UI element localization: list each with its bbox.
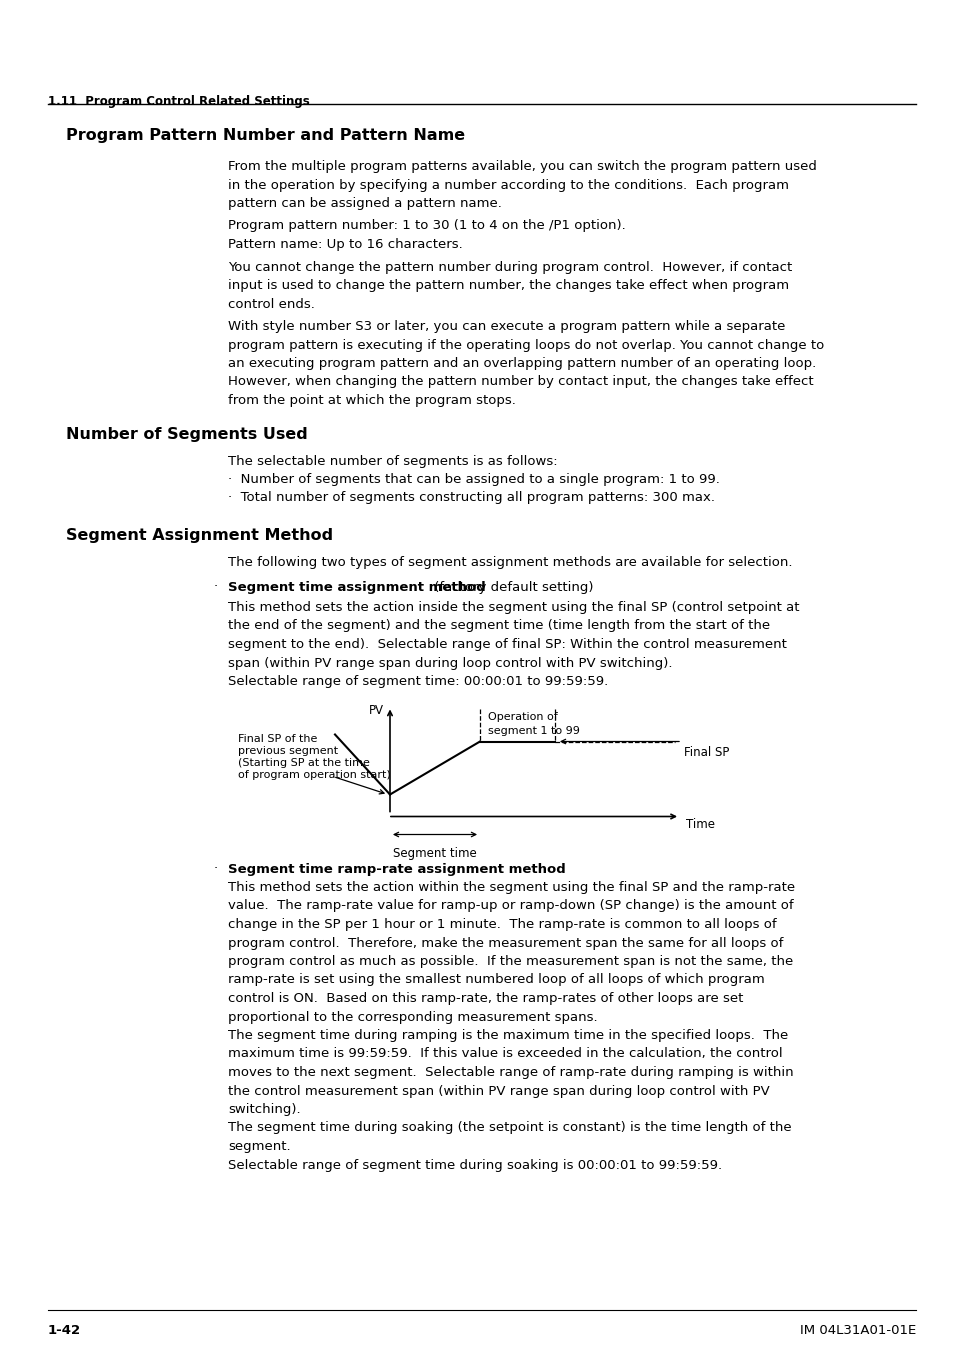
Text: previous segment: previous segment: [237, 747, 337, 757]
Text: pattern can be assigned a pattern name.: pattern can be assigned a pattern name.: [228, 197, 501, 209]
Text: program pattern is executing if the operating loops do not overlap. You cannot c: program pattern is executing if the oper…: [228, 339, 823, 351]
Text: Time: Time: [685, 819, 714, 831]
Text: You cannot change the pattern number during program control.  However, if contac: You cannot change the pattern number dur…: [228, 261, 791, 273]
Text: of program operation start): of program operation start): [237, 770, 391, 781]
Text: The selectable number of segments is as follows:: The selectable number of segments is as …: [228, 454, 558, 467]
Text: Segment Assignment Method: Segment Assignment Method: [66, 528, 333, 543]
Text: proportional to the corresponding measurement spans.: proportional to the corresponding measur…: [228, 1011, 597, 1024]
Text: 1.11  Program Control Related Settings: 1.11 Program Control Related Settings: [48, 95, 310, 108]
Text: in the operation by specifying a number according to the conditions.  Each progr: in the operation by specifying a number …: [228, 178, 788, 192]
Text: control ends.: control ends.: [228, 297, 314, 311]
Text: program control as much as possible.  If the measurement span is not the same, t: program control as much as possible. If …: [228, 955, 792, 969]
Text: The segment time during soaking (the setpoint is constant) is the time length of: The segment time during soaking (the set…: [228, 1121, 791, 1135]
Text: Segment time assignment method: Segment time assignment method: [228, 581, 485, 593]
Text: With style number S3 or later, you can execute a program pattern while a separat: With style number S3 or later, you can e…: [228, 320, 784, 332]
Text: Program Pattern Number and Pattern Name: Program Pattern Number and Pattern Name: [66, 128, 465, 143]
Text: from the point at which the program stops.: from the point at which the program stop…: [228, 394, 516, 407]
Text: an executing program pattern and an overlapping pattern number of an operating l: an executing program pattern and an over…: [228, 357, 816, 370]
Text: change in the SP per 1 hour or 1 minute.  The ramp-rate is common to all loops o: change in the SP per 1 hour or 1 minute.…: [228, 917, 776, 931]
Text: switching).: switching).: [228, 1102, 300, 1116]
Text: moves to the next segment.  Selectable range of ramp-rate during ramping is with: moves to the next segment. Selectable ra…: [228, 1066, 793, 1079]
Text: Program pattern number: 1 to 30 (1 to 4 on the /P1 option).: Program pattern number: 1 to 30 (1 to 4 …: [228, 219, 625, 232]
Text: From the multiple program patterns available, you can switch the program pattern: From the multiple program patterns avail…: [228, 159, 816, 173]
Text: Final SP: Final SP: [683, 746, 729, 758]
Text: The segment time during ramping is the maximum time in the specified loops.  The: The segment time during ramping is the m…: [228, 1029, 787, 1042]
Text: Number of Segments Used: Number of Segments Used: [66, 427, 308, 442]
Text: PV: PV: [369, 704, 384, 717]
Text: (factory default setting): (factory default setting): [430, 581, 593, 593]
Text: span (within PV range span during loop control with PV switching).: span (within PV range span during loop c…: [228, 657, 672, 670]
Text: segment.: segment.: [228, 1140, 291, 1152]
Text: ramp-rate is set using the smallest numbered loop of all loops of which program: ramp-rate is set using the smallest numb…: [228, 974, 764, 986]
Text: This method sets the action within the segment using the final SP and the ramp-r: This method sets the action within the s…: [228, 881, 794, 894]
Text: the control measurement span (within PV range span during loop control with PV: the control measurement span (within PV …: [228, 1085, 769, 1097]
Text: ·: ·: [213, 862, 218, 875]
Text: value.  The ramp-rate value for ramp-up or ramp-down (SP change) is the amount o: value. The ramp-rate value for ramp-up o…: [228, 900, 793, 912]
Text: The following two types of segment assignment methods are available for selectio: The following two types of segment assig…: [228, 557, 792, 569]
Text: Final SP of the: Final SP of the: [237, 735, 317, 744]
Text: ·: ·: [213, 581, 218, 593]
Text: Segment time: Segment time: [393, 847, 476, 861]
Text: Operation of: Operation of: [488, 712, 558, 723]
Text: (Starting SP at the time: (Starting SP at the time: [237, 758, 370, 769]
Text: control is ON.  Based on this ramp-rate, the ramp-rates of other loops are set: control is ON. Based on this ramp-rate, …: [228, 992, 742, 1005]
Text: IM 04L31A01-01E: IM 04L31A01-01E: [799, 1324, 915, 1337]
Text: Segment time ramp-rate assignment method: Segment time ramp-rate assignment method: [228, 862, 565, 875]
Text: maximum time is 99:59:59.  If this value is exceeded in the calculation, the con: maximum time is 99:59:59. If this value …: [228, 1047, 781, 1061]
Text: ·  Total number of segments constructing all program patterns: 300 max.: · Total number of segments constructing …: [228, 492, 714, 504]
Text: However, when changing the pattern number by contact input, the changes take eff: However, when changing the pattern numbe…: [228, 376, 813, 389]
Text: the end of the segment) and the segment time (time length from the start of the: the end of the segment) and the segment …: [228, 620, 769, 632]
Text: Pattern name: Up to 16 characters.: Pattern name: Up to 16 characters.: [228, 238, 462, 251]
Text: ·  Number of segments that can be assigned to a single program: 1 to 99.: · Number of segments that can be assigne…: [228, 473, 720, 486]
Text: Selectable range of segment time: 00:00:01 to 99:59:59.: Selectable range of segment time: 00:00:…: [228, 676, 608, 688]
Text: program control.  Therefore, make the measurement span the same for all loops of: program control. Therefore, make the mea…: [228, 936, 782, 950]
Text: input is used to change the pattern number, the changes take effect when program: input is used to change the pattern numb…: [228, 280, 788, 292]
Text: Selectable range of segment time during soaking is 00:00:01 to 99:59:59.: Selectable range of segment time during …: [228, 1159, 721, 1171]
Text: segment 1 to 99: segment 1 to 99: [488, 725, 579, 735]
Text: segment to the end).  Selectable range of final SP: Within the control measureme: segment to the end). Selectable range of…: [228, 638, 786, 651]
Text: This method sets the action inside the segment using the final SP (control setpo: This method sets the action inside the s…: [228, 601, 799, 613]
Text: 1-42: 1-42: [48, 1324, 81, 1337]
